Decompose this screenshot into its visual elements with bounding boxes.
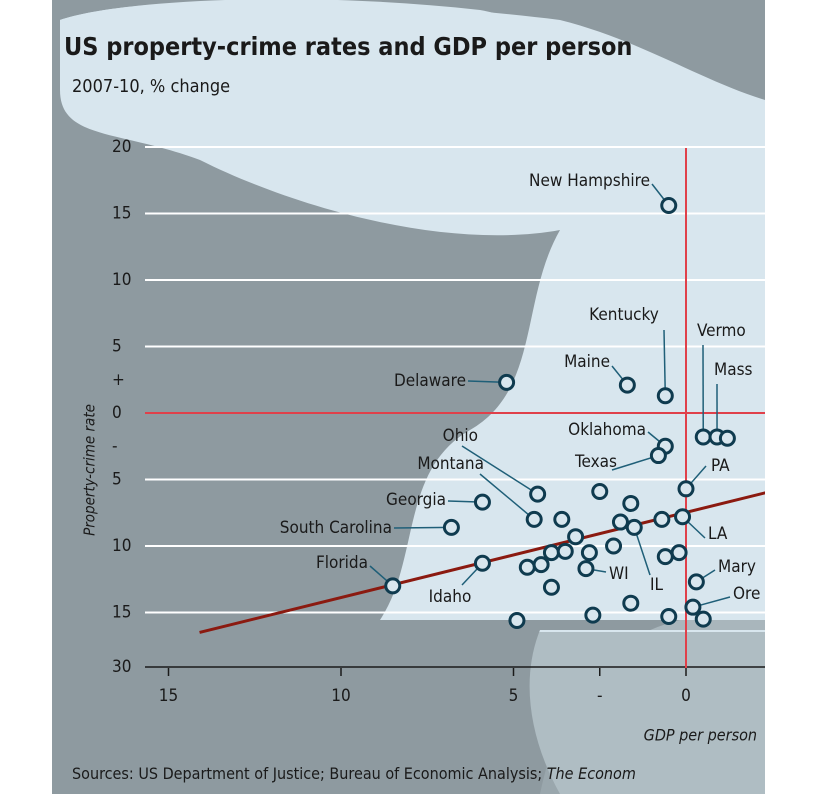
y-tick-label: 10 xyxy=(112,536,131,556)
point-label: Kentucky xyxy=(589,305,659,325)
point-label: PA xyxy=(711,456,730,476)
point-label: Oklahoma xyxy=(568,420,646,440)
point xyxy=(532,556,550,574)
y-tick-label: 10 xyxy=(112,270,131,290)
point-label: Mary xyxy=(718,557,756,577)
background xyxy=(52,0,765,794)
point-label: Texas xyxy=(574,452,617,472)
leader-line xyxy=(461,445,539,495)
point xyxy=(656,548,674,566)
point xyxy=(694,428,712,446)
source-text: Sources: US Department of Justice; Burea… xyxy=(72,764,547,783)
point-label: Ore xyxy=(733,584,760,604)
point xyxy=(473,554,491,572)
point-label: Florida xyxy=(316,553,368,573)
point xyxy=(473,493,491,511)
point xyxy=(660,197,678,215)
point xyxy=(584,606,602,624)
point xyxy=(622,494,640,512)
point-label: WI xyxy=(609,564,629,584)
point-label: LA xyxy=(708,524,728,544)
y-tick-label: + xyxy=(112,370,125,390)
point xyxy=(625,518,643,536)
point xyxy=(656,387,674,405)
y-tick-label: 5 xyxy=(112,337,122,357)
point xyxy=(577,560,595,578)
y-axis-label: Property-crime rate xyxy=(81,404,99,536)
x-tick-label: 0 xyxy=(681,686,691,706)
point-label: Montana xyxy=(417,454,484,474)
leader-line xyxy=(393,526,452,529)
x-tick-label: 15 xyxy=(159,686,178,706)
title: US property-crime rates and GDP per pers… xyxy=(64,32,632,61)
point-label: Maine xyxy=(564,352,610,372)
source: Sources: US Department of Justice; Burea… xyxy=(72,764,636,783)
point xyxy=(611,513,629,531)
point xyxy=(498,373,516,391)
point xyxy=(591,482,609,500)
point xyxy=(622,594,640,612)
point-label: Ohio xyxy=(443,426,478,446)
point xyxy=(518,558,536,576)
point xyxy=(384,577,402,595)
source-italic: The Econom xyxy=(547,764,636,783)
point xyxy=(649,447,667,465)
point-label: Delaware xyxy=(394,371,466,391)
leader-line xyxy=(663,329,667,396)
y-tick-label: - xyxy=(112,436,118,456)
point-label: South Carolina xyxy=(280,518,392,538)
point xyxy=(605,537,623,555)
point xyxy=(684,598,702,616)
subtitle: 2007-10, % change xyxy=(72,76,230,97)
point-label: Mass xyxy=(714,360,753,380)
point xyxy=(618,376,636,394)
point xyxy=(660,607,678,625)
y-tick-label: 30 xyxy=(112,657,131,677)
point xyxy=(687,573,705,591)
y-tick-label: 0 xyxy=(112,403,122,423)
point xyxy=(694,610,712,628)
plot: 30 15 10 5 - 0 +5 10 15 20 15 10 5 - 0 New Hampshire Del… xyxy=(112,137,765,706)
y-tick-label: 5 xyxy=(112,470,122,490)
point xyxy=(442,518,460,536)
leader-line xyxy=(479,473,535,520)
y-tick-label: 15 xyxy=(112,603,131,623)
x-tick-label: - xyxy=(597,686,603,706)
point-label: Vermo xyxy=(697,321,746,341)
x-axis-label: GDP per person xyxy=(644,726,757,745)
point xyxy=(580,544,598,562)
point xyxy=(674,508,692,526)
x-tick-label: 5 xyxy=(509,686,519,706)
point xyxy=(567,528,585,546)
point xyxy=(529,485,547,503)
point xyxy=(542,544,560,562)
y-tick-label: 20 xyxy=(112,137,131,157)
point xyxy=(677,480,695,498)
point xyxy=(525,510,543,528)
point-label: Georgia xyxy=(386,490,446,510)
y-tick-label: 15 xyxy=(112,204,131,224)
point-label: New Hampshire xyxy=(529,171,650,191)
point xyxy=(718,429,736,447)
x-tick-label: 10 xyxy=(331,686,350,706)
point xyxy=(670,544,688,562)
point xyxy=(542,578,560,596)
point xyxy=(553,510,571,528)
point xyxy=(508,611,526,629)
point-label: IL xyxy=(650,575,664,595)
point xyxy=(653,510,671,528)
point xyxy=(556,542,574,560)
point-label: Idaho xyxy=(429,587,472,607)
